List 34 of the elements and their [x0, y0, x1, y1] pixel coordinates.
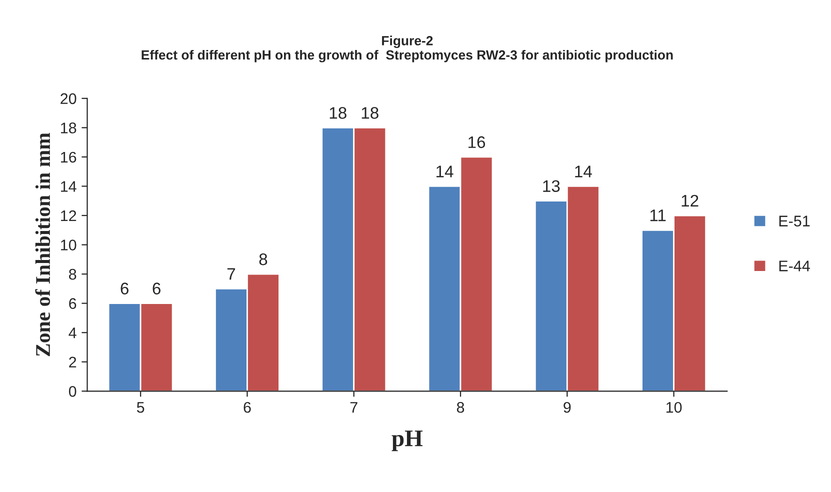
data-label: 18	[330, 107, 346, 119]
data-label: 11	[650, 210, 666, 222]
x-tick-label: 7	[350, 402, 358, 413]
x-tick-label: 5	[136, 402, 144, 413]
data-label: 14	[575, 166, 592, 178]
y-tick-label: 12	[61, 210, 76, 222]
data-label: 14	[436, 166, 454, 178]
data-label: 12	[682, 194, 698, 206]
y-tick-label: 14	[61, 181, 76, 192]
data-label: 6	[152, 282, 160, 294]
y-tick-label: 0	[68, 386, 76, 397]
data-label: 6	[120, 282, 128, 294]
legend-label: E-51	[779, 216, 810, 226]
data-label: 8	[259, 253, 268, 266]
y-tick-label: 20	[60, 93, 76, 104]
y-tick-label: 18	[61, 122, 76, 134]
y-axis-title: Zone of Inhibition in mm	[35, 132, 50, 356]
x-tick-label: 6	[244, 402, 251, 413]
data-label: 18	[362, 107, 378, 119]
chart-title: Figure-2 Effect of different pH on the growth of Streptomyces RW2-3 for antibiotic production	[142, 36, 673, 62]
data-label: 13	[543, 180, 560, 192]
legend-label: E-44	[779, 260, 810, 272]
x-tick-label: 10	[666, 402, 682, 413]
x-tick-label: 8	[456, 402, 464, 413]
y-tick-label: 16	[61, 152, 76, 163]
x-tick-label: 9	[564, 402, 571, 413]
y-tick-label: 10	[61, 240, 76, 250]
y-tick-label: 6	[69, 298, 76, 310]
x-axis-title: pH	[392, 430, 423, 452]
data-label: 7	[227, 268, 236, 280]
y-tick-label: 2	[69, 356, 76, 368]
data-label: 16	[468, 136, 486, 148]
y-tick-label: 4	[68, 328, 76, 338]
y-tick-label: 8	[69, 268, 76, 280]
